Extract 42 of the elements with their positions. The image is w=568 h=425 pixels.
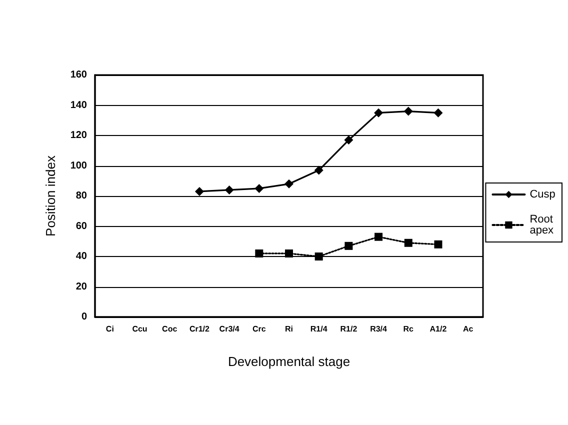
point [374,108,384,118]
x-tick-label: Coc [162,324,178,334]
y-tick-label: 20 [76,281,88,292]
x-axis-title: Developmental stage [228,354,350,369]
y-tick-label: 0 [81,312,88,322]
y-tick-label: 40 [76,251,88,262]
x-tick-label: Ri [285,324,293,334]
y-tick-label: 120 [70,130,88,141]
point [434,108,443,118]
x-tick-label: Cr1/2 [189,324,210,334]
point [374,232,383,241]
point [434,240,442,248]
point [404,106,413,116]
y-tick-label: 100 [70,160,88,172]
point [254,184,264,193]
point [285,249,293,258]
x-tick-label: Cr3/4 [219,324,240,334]
x-tick-label: Ci [106,324,114,334]
point [404,238,412,247]
legend-label: Root apex [530,214,556,236]
x-tick-label: R3/4 [370,324,388,334]
x-tick-label: A1/2 [430,324,448,334]
y-tick-label: 140 [70,100,88,111]
legend-label: Cusp [530,188,556,200]
point [194,186,204,196]
point [344,242,353,250]
x-tick-label: Crc [252,324,266,334]
y-tick-label: 160 [70,70,88,80]
point [314,166,324,175]
x-tick-label: R1/4 [310,324,328,334]
x-tick-label: Ccu [132,324,148,334]
y-axis-title: Position index [43,155,58,236]
x-tick-label: Rc [403,324,414,334]
point [255,249,264,258]
x-tick-label: R1/2 [340,324,358,334]
y-tick-label: 60 [76,220,88,232]
point [314,252,323,260]
y-tick-label: 80 [76,190,88,202]
point [344,136,354,145]
point [284,179,294,188]
x-tick-label: Ac [462,324,474,334]
point [224,185,234,194]
